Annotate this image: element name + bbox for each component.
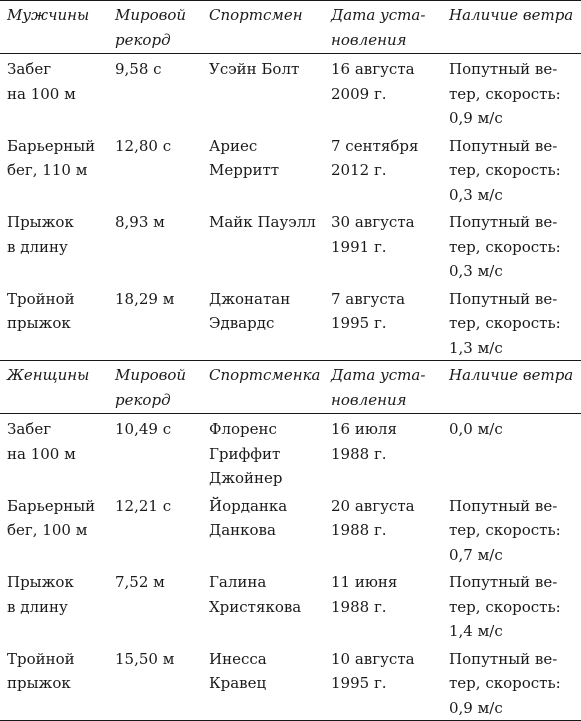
- date-cell: 20 августа 1988 г.: [331, 496, 415, 540]
- header-record: Мировой рекорд: [108, 360, 202, 414]
- date-cell: 16 августа 2009 г.: [331, 60, 415, 103]
- header-wind: Наличие ветра: [442, 0, 581, 54]
- event-cell: Тройной прыжок: [0, 643, 108, 721]
- athlete-cell: Ариес Мерритт: [209, 136, 280, 180]
- record-cell: 18,29 м: [115, 289, 175, 308]
- wind-cell: Попутный ве- тер, скорость: 0,9 м/с: [442, 643, 581, 721]
- table-row: Забег на 100 м 9,58 с Усэйн Болт 16 авгу…: [0, 54, 581, 131]
- wind-cell: Попутный ве- тер, скорость: 0,3 м/с: [449, 213, 561, 280]
- table-row: Тройной прыжок 18,29 м Джонатан Эдвардс …: [0, 284, 581, 361]
- header-athlete: Спортсмен: [202, 0, 324, 54]
- record-cell: 12,21 с: [115, 496, 172, 515]
- event-cell: Барьерный бег, 110 м: [7, 136, 96, 180]
- event-cell: Прыжок в длину: [7, 213, 74, 256]
- record-cell: 9,58 с: [115, 60, 162, 78]
- wind-cell: Попутный ве- тер, скорость: 0,9 м/с: [449, 60, 561, 127]
- record-cell: 12,80 с: [115, 136, 172, 155]
- wind-cell: Попутный ве- тер, скорость: 0,3 м/с: [449, 136, 561, 204]
- record-cell: 8,93 м: [115, 213, 165, 231]
- event-cell: Забег на 100 м: [7, 420, 76, 463]
- men-header-row: Мужчины Мировой рекорд Спортсмен Дата ус…: [0, 0, 581, 54]
- wind-cell: Попутный ве- тер, скорость: 1,3 м/с: [449, 289, 561, 357]
- event-cell: Забег на 100 м: [7, 60, 76, 103]
- header-date: Дата уста- новления: [324, 360, 442, 414]
- record-cell: 7,52 м: [115, 573, 165, 591]
- date-cell: 10 августа 1995 г.: [324, 643, 442, 721]
- table-row: Барьерный бег, 110 м 12,80 с Ариес Мерри…: [0, 131, 581, 208]
- event-cell: Тройной прыжок: [7, 289, 75, 333]
- date-cell: 16 июля 1988 г.: [331, 420, 397, 463]
- date-cell: 11 июня 1988 г.: [331, 573, 398, 616]
- women-header-row: Женщины Мировой рекорд Спортсменка Дата …: [0, 360, 581, 414]
- athlete-cell: Галина Христякова: [209, 573, 302, 616]
- header-record: Мировой рекорд: [108, 0, 202, 54]
- table-row: Барьерный бег, 100 м 12,21 с Йорданка Да…: [0, 491, 581, 568]
- date-cell: 7 августа 1995 г.: [331, 289, 406, 333]
- event-cell: Барьерный бег, 100 м: [7, 496, 96, 540]
- header-category: Женщины: [0, 360, 108, 414]
- athlete-cell: Инесса Кравец: [202, 643, 324, 721]
- wind-cell: Попутный ве- тер, скорость: 0,7 м/с: [449, 496, 561, 564]
- record-cell: 15,50 м: [108, 643, 202, 721]
- athlete-cell: Майк Пауэлл: [209, 213, 316, 231]
- table-row: Забег на 100 м 10,49 с Флоренс Гриффит Д…: [0, 414, 581, 491]
- header-date: Дата уста- новления: [324, 0, 442, 54]
- wind-cell: Попутный ве- тер, скорость: 1,4 м/с: [449, 573, 561, 640]
- athlete-cell: Флоренс Гриффит Джойнер: [209, 420, 283, 487]
- table-row: Тройной прыжок 15,50 м Инесса Кравец 10 …: [0, 643, 581, 721]
- header-category: Мужчины: [0, 0, 108, 54]
- athlete-cell: Йорданка Данкова: [209, 496, 288, 540]
- wind-cell: 0,0 м/с: [449, 420, 503, 438]
- date-cell: 7 сентября 2012 г.: [331, 136, 419, 180]
- record-cell: 10,49 с: [115, 420, 172, 438]
- table-row: Прыжок в длину 8,93 м Майк Пауэлл 30 авг…: [0, 207, 581, 284]
- header-athlete: Спортсменка: [202, 360, 324, 414]
- athlete-cell: Джонатан Эдвардс: [209, 289, 291, 333]
- header-wind: Наличие ветра: [442, 360, 581, 414]
- table-row: Прыжок в длину 7,52 м Галина Христякова …: [0, 567, 581, 644]
- event-cell: Прыжок в длину: [7, 573, 74, 616]
- athlete-cell: Усэйн Болт: [209, 60, 300, 78]
- date-cell: 30 августа 1991 г.: [331, 213, 415, 256]
